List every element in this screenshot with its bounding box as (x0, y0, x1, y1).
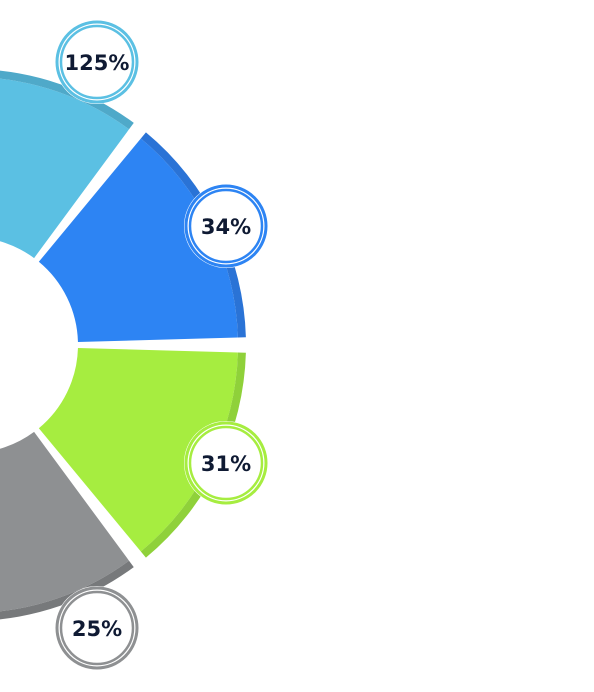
slice-value-badge: 31% (184, 421, 268, 505)
badge-ring (55, 586, 139, 670)
slice-body (0, 431, 130, 612)
slices-layer (0, 70, 246, 620)
donut-slice (38, 348, 246, 558)
slice-value-badge: 25% (55, 586, 139, 670)
badge-ring (55, 20, 139, 104)
slice-rim (0, 560, 134, 620)
slice-value-label: 34% (201, 215, 251, 239)
badge-ring (184, 184, 268, 268)
badge-inner-circle (188, 188, 264, 264)
badge-inner-circle (59, 24, 135, 100)
slice-value-label: 25% (72, 617, 122, 641)
badge-ring (184, 421, 268, 505)
slice-value-label: 31% (201, 452, 251, 476)
slice-value-badge: 34% (184, 184, 268, 268)
donut-slice (0, 431, 134, 620)
slice-body (38, 138, 238, 342)
slice-value-label: 125% (65, 51, 130, 75)
slice-body (38, 348, 238, 552)
slice-rim (0, 70, 134, 130)
slice-value-badge: 125% (55, 20, 139, 104)
badges-layer: 125% 34% 31% 25% (55, 20, 268, 670)
badge-inner-circle (188, 425, 264, 501)
donut-slice (38, 132, 246, 342)
slice-body (0, 78, 130, 259)
donut-slice (0, 70, 134, 259)
badge-inner-circle (59, 590, 135, 666)
